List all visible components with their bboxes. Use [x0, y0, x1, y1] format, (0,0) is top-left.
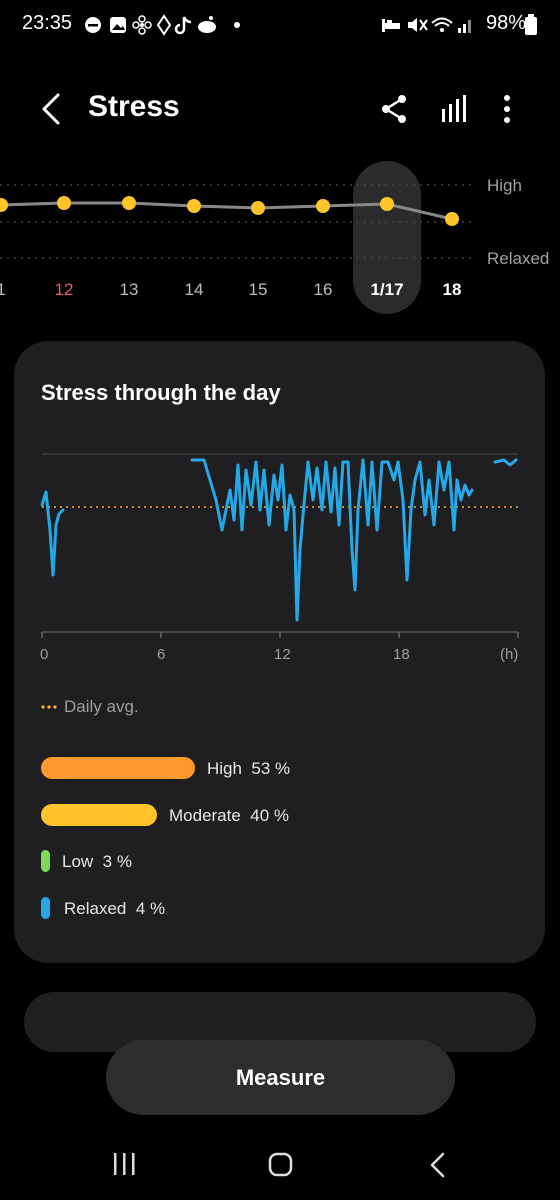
tiktok-icon	[174, 16, 192, 35]
day-label[interactable]: 15	[248, 280, 268, 299]
day-point	[57, 196, 71, 210]
navigation-bar	[0, 1130, 560, 1200]
dnd-icon	[85, 17, 101, 33]
status-time: 23:35	[22, 12, 73, 34]
day-label[interactable]: 1/17	[370, 280, 404, 299]
relaxed-bar	[41, 897, 50, 919]
x-tick-unit: (h)	[500, 646, 519, 663]
day-point	[380, 197, 394, 211]
high-label: High	[487, 176, 522, 195]
x-tick-0: 0	[40, 646, 49, 663]
share-icon[interactable]	[380, 94, 410, 124]
status-bar: 23:35 98%	[0, 0, 560, 52]
measure-button[interactable]: Measure	[106, 1040, 455, 1115]
day-label[interactable]: 14	[184, 280, 204, 299]
high-bar	[41, 757, 195, 779]
moderate-legend-label: Moderate 40 %	[169, 806, 290, 825]
day-label[interactable]: 12	[54, 280, 74, 299]
signal-icon	[458, 20, 471, 33]
day-point	[122, 196, 136, 210]
diamond-icon	[156, 14, 172, 36]
day-point	[316, 199, 330, 213]
wifi-icon	[431, 17, 453, 32]
more-icon[interactable]	[500, 94, 514, 124]
status-left-icons	[85, 14, 240, 36]
day-point	[0, 198, 8, 212]
low-bar	[41, 850, 50, 872]
stress-trace	[40, 458, 518, 622]
dot-icon	[234, 22, 240, 28]
battery-percent: 98%	[485, 12, 526, 34]
card-title: Stress through the day	[41, 380, 281, 405]
day-point	[187, 199, 201, 213]
x-tick-12: 12	[274, 646, 291, 663]
day-label[interactable]: 18	[442, 280, 462, 299]
relaxed-label: Relaxed	[487, 249, 550, 268]
weekly-stress-chart	[0, 184, 476, 259]
selected-day-highlight	[353, 161, 421, 314]
daily-avg-label: Daily avg.	[64, 697, 139, 716]
stress-card	[14, 341, 545, 963]
day-point	[251, 201, 265, 215]
daily-stress-chart	[40, 453, 519, 638]
mute-icon	[408, 18, 428, 32]
high-legend-label: High 53 %	[207, 759, 291, 778]
status-right-icons	[382, 17, 471, 33]
back-icon[interactable]	[38, 92, 66, 126]
bar-chart-icon[interactable]	[439, 94, 469, 124]
moderate-bar	[41, 804, 157, 826]
bed-icon	[382, 19, 400, 32]
day-point	[445, 212, 459, 226]
back-nav-icon[interactable]	[428, 1152, 448, 1178]
x-tick-6: 6	[157, 646, 166, 663]
day-label[interactable]: 1	[0, 280, 6, 299]
relaxed-legend-label: Relaxed 4 %	[64, 899, 166, 918]
page-title: Stress	[88, 90, 180, 123]
daily-avg-legend-icon	[41, 705, 57, 709]
battery-icon	[525, 14, 537, 35]
low-legend-label: Low 3 %	[62, 852, 132, 871]
reddit-icon	[198, 16, 216, 33]
day-label[interactable]: 16	[313, 280, 333, 299]
fan-icon	[132, 15, 152, 35]
gallery-icon	[110, 17, 126, 33]
day-label[interactable]: 13	[119, 280, 139, 299]
home-icon[interactable]	[268, 1152, 294, 1178]
x-tick-18: 18	[393, 646, 410, 663]
recents-icon[interactable]	[112, 1152, 138, 1176]
